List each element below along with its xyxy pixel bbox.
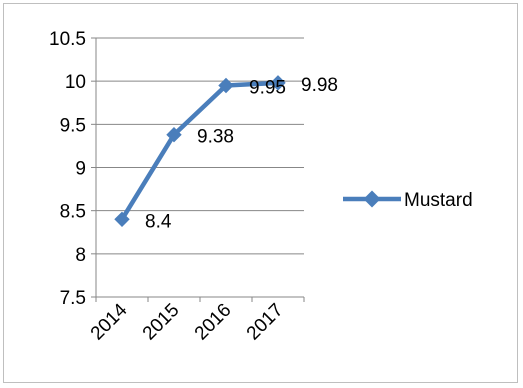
data-label: 9.38 <box>197 127 234 148</box>
y-tick-labels: 7.5 8 8.5 9 9.5 10 10.5 <box>49 29 86 309</box>
data-label: 8.4 <box>145 211 172 232</box>
legend-label-mustard: Mustard <box>404 190 473 211</box>
y-tick-label: 8.5 <box>60 202 86 223</box>
series-line <box>122 83 278 219</box>
data-label: 9.95 <box>249 77 286 98</box>
legend: Mustard <box>343 190 473 211</box>
y-tick-label: 10.5 <box>49 29 86 50</box>
legend-marker-mustard <box>364 191 381 208</box>
y-tick-label: 9 <box>75 159 86 180</box>
y-tick-label: 10 <box>65 72 86 93</box>
x-tick-label: 2014 <box>87 299 132 344</box>
x-tick-label: 2015 <box>139 300 184 345</box>
y-tick-label: 9.5 <box>60 115 86 136</box>
x-tick-label: 2016 <box>191 300 236 345</box>
x-tick-labels: 2014 2015 2016 2017 <box>87 299 288 344</box>
y-tick-label: 7.5 <box>60 288 86 309</box>
data-label: 9.98 <box>301 75 338 96</box>
y-tick-label: 8 <box>75 245 86 266</box>
x-tick-label: 2017 <box>243 300 288 345</box>
data-labels: 8.4 9.38 9.95 9.98 <box>145 75 338 232</box>
